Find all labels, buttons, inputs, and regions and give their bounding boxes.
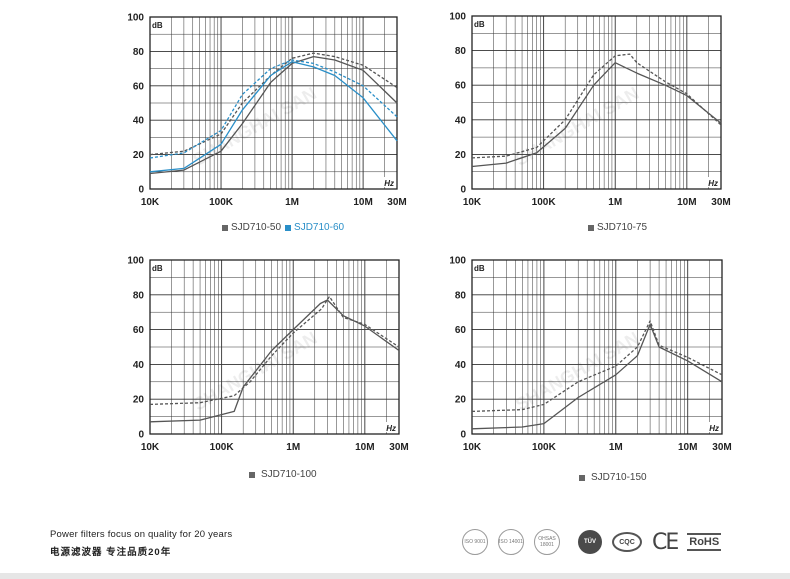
series-line [149, 295, 400, 406]
y-tick-label: 40 [133, 360, 145, 371]
series-line [471, 53, 722, 159]
watermark-logo: SHANGHAI SAN [512, 83, 642, 170]
legend-swatch [588, 224, 594, 231]
legend-label: SJD710-50 [231, 222, 282, 233]
x-tick-label: 10M [678, 442, 697, 453]
legend-chart-4: SJD710-150 [579, 472, 647, 483]
x-tick-label: 30M [712, 442, 731, 453]
x-tick-label: 100K [209, 197, 234, 208]
plot-frame [471, 259, 723, 435]
y-tick-label: 20 [133, 395, 145, 406]
x-tick-label: 10M [353, 197, 372, 208]
series-line [471, 62, 722, 168]
x-tick-label: 100K [210, 442, 235, 453]
iso-9001-seal-icon: ISO 9001 [462, 529, 488, 555]
legend-chart-1: SJD710-50 SJD710-60 [222, 222, 344, 233]
y-axis-unit-label: dB [152, 264, 163, 273]
legend-swatch [579, 474, 585, 481]
x-tick-label: 10K [463, 197, 482, 208]
chart-4: SHANGHAI SAN 0 20 40 60 80 100 10K 100K 1M 10M 30M d… [449, 256, 731, 454]
ce-mark-icon: CE [652, 529, 679, 555]
y-tick-label: 100 [127, 13, 144, 24]
series-line [471, 320, 723, 413]
x-axis-unit-label: Hz [386, 424, 396, 433]
ohsas-18001-seal-icon: OHSAS 18001 [534, 529, 560, 555]
x-axis-unit-label: Hz [709, 424, 719, 433]
y-tick-label: 40 [133, 116, 145, 127]
x-tick-label: 100K [532, 197, 557, 208]
y-axis-unit-label: dB [474, 20, 485, 29]
plot-frame [471, 15, 722, 190]
iso-14001-seal-icon: ISO 14001 [498, 529, 524, 555]
series-line [149, 61, 398, 173]
x-tick-label: 10M [677, 197, 696, 208]
chart-2: SHANGHAI SAN 0 20 40 60 80 100 10K 100K 1M 10M 30M d… [449, 12, 730, 209]
y-tick-label: 60 [455, 81, 467, 92]
x-axis-unit-label: Hz [708, 179, 718, 188]
y-tick-label: 40 [455, 115, 467, 126]
rohs-logo-icon: RoHS [687, 533, 722, 551]
legend-swatch [285, 224, 292, 231]
certification-logos: ISO 9001 ISO 14001 OHSAS 18001 TÜV CQC C… [462, 526, 722, 558]
y-axis-unit-label: dB [474, 264, 485, 273]
x-tick-label: 1M [285, 197, 299, 208]
y-tick-label: 60 [455, 325, 467, 336]
x-tick-label: 1M [609, 442, 623, 453]
x-axis-unit-bg [381, 177, 396, 187]
y-tick-label: 40 [455, 360, 467, 371]
y-tick-label: 80 [455, 290, 467, 301]
series-line [471, 323, 723, 430]
series-line [149, 59, 398, 159]
x-tick-label: 10M [355, 442, 374, 453]
x-tick-label: 10K [141, 442, 160, 453]
legend-label: SJD710-60 [294, 222, 345, 233]
x-tick-label: 30M [387, 197, 406, 208]
legend-swatch [222, 224, 228, 231]
y-axis-unit-label: dB [152, 21, 163, 30]
x-tick-label: 10K [141, 197, 160, 208]
y-tick-label: 0 [460, 185, 466, 196]
legend-chart-2: SJD710-75 [588, 222, 647, 233]
x-axis-unit-bg [383, 422, 398, 432]
x-tick-label: 30M [389, 442, 408, 453]
x-tick-label: 100K [532, 442, 557, 453]
legend-swatch [249, 471, 255, 478]
y-tick-label: 100 [449, 256, 466, 267]
cqc-logo-icon: CQC [612, 532, 642, 552]
y-tick-label: 60 [133, 325, 145, 336]
x-tick-label: 30M [711, 197, 730, 208]
series-line [149, 55, 398, 175]
legend-label: SJD710-75 [597, 222, 648, 233]
legend-label: SJD710-150 [591, 472, 647, 483]
bottom-bar [0, 573, 790, 579]
y-tick-label: 20 [455, 150, 467, 161]
y-tick-label: 0 [138, 185, 144, 196]
y-tick-label: 0 [138, 430, 144, 441]
y-tick-label: 20 [455, 395, 467, 406]
y-tick-label: 60 [133, 81, 145, 92]
x-tick-label: 1M [608, 197, 622, 208]
y-tick-label: 100 [127, 256, 144, 267]
x-axis-unit-bg [705, 177, 720, 187]
slogan-chinese: 电源滤波器 专注品质20年 [50, 547, 172, 558]
series-line [149, 52, 398, 156]
y-tick-label: 20 [133, 150, 145, 161]
watermark-logo: SHANGHAI SAN [512, 328, 642, 415]
slogan-english: Power filters focus on quality for 20 ye… [50, 529, 233, 540]
x-tick-label: 1M [286, 442, 300, 453]
legend-label: SJD710-100 [261, 469, 317, 480]
legend-chart-3: SJD710-100 [249, 469, 317, 480]
y-tick-label: 100 [449, 12, 466, 23]
x-tick-label: 10K [463, 442, 482, 453]
y-tick-label: 80 [133, 47, 145, 58]
x-axis-unit-label: Hz [384, 179, 394, 188]
y-tick-label: 0 [460, 430, 466, 441]
y-tick-label: 80 [455, 46, 467, 57]
x-axis-unit-bg [706, 422, 721, 432]
tuv-logo-icon: TÜV [578, 530, 602, 554]
y-tick-label: 80 [133, 290, 145, 301]
